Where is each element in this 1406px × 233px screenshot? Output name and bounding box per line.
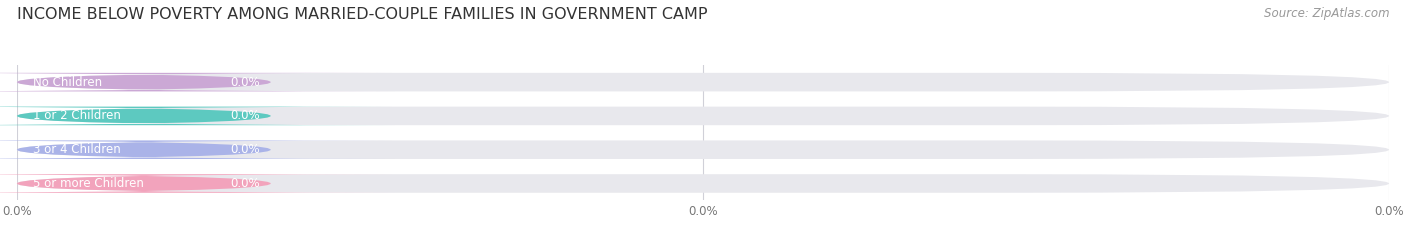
- Text: 0.0%: 0.0%: [231, 76, 260, 89]
- Text: 3 or 4 Children: 3 or 4 Children: [34, 143, 121, 156]
- FancyBboxPatch shape: [0, 174, 394, 193]
- Text: 0.0%: 0.0%: [231, 110, 260, 122]
- FancyBboxPatch shape: [17, 107, 1389, 125]
- FancyBboxPatch shape: [17, 174, 1389, 193]
- Text: No Children: No Children: [34, 76, 103, 89]
- Text: Source: ZipAtlas.com: Source: ZipAtlas.com: [1264, 7, 1389, 20]
- Text: 0.0%: 0.0%: [231, 143, 260, 156]
- Text: INCOME BELOW POVERTY AMONG MARRIED-COUPLE FAMILIES IN GOVERNMENT CAMP: INCOME BELOW POVERTY AMONG MARRIED-COUPL…: [17, 7, 707, 22]
- Text: 5 or more Children: 5 or more Children: [34, 177, 145, 190]
- Text: 0.0%: 0.0%: [231, 177, 260, 190]
- FancyBboxPatch shape: [0, 107, 394, 125]
- FancyBboxPatch shape: [17, 73, 1389, 91]
- Text: 1 or 2 Children: 1 or 2 Children: [34, 110, 121, 122]
- FancyBboxPatch shape: [0, 73, 394, 91]
- FancyBboxPatch shape: [17, 140, 1389, 159]
- FancyBboxPatch shape: [0, 140, 394, 159]
